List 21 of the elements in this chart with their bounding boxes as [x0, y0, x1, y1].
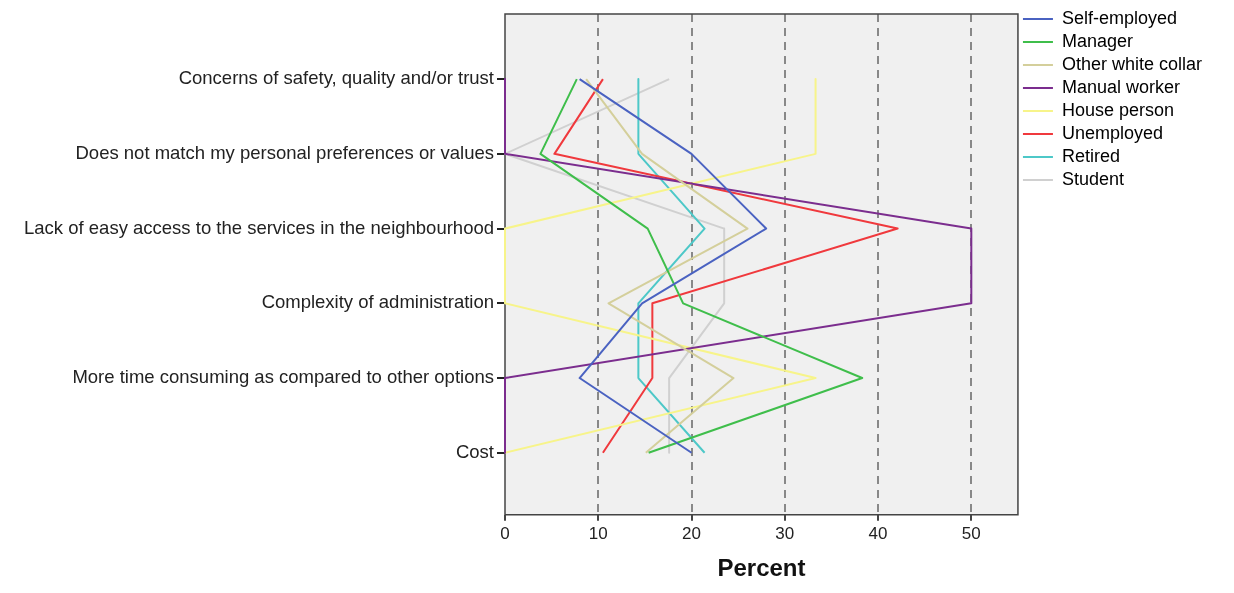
x-tick-label: 0	[500, 523, 510, 543]
legend-label: House person	[1061, 99, 1175, 120]
y-tick-label: More time consuming as compared to other options	[72, 366, 494, 388]
x-tick-label: 50	[961, 523, 981, 543]
x-axis-title: Percent	[717, 554, 806, 582]
y-tick-label: Cost	[455, 440, 494, 462]
y-tick-label: Concerns of safety, quality and/or trust	[178, 67, 494, 89]
legend-label: Self-employed	[1061, 7, 1178, 28]
legend-label: Retired	[1061, 145, 1120, 166]
x-tick-label: 20	[682, 523, 701, 543]
legend-label: Manager	[1061, 30, 1133, 51]
legend-label: Student	[1061, 168, 1125, 189]
x-tick-label: 40	[868, 523, 888, 543]
legend-label: Unemployed	[1061, 122, 1164, 143]
x-tick-label: 30	[775, 523, 795, 543]
y-tick-label: Lack of easy access to the services in the neighbourhood	[24, 216, 494, 238]
legend-label: Manual worker	[1061, 76, 1180, 97]
x-tick-label: 10	[588, 523, 608, 543]
y-tick-label: Does not match my personal preferences or values	[75, 141, 494, 163]
legend-label: Other white collar	[1061, 53, 1203, 74]
y-tick-label: Complexity of administration	[261, 291, 494, 313]
